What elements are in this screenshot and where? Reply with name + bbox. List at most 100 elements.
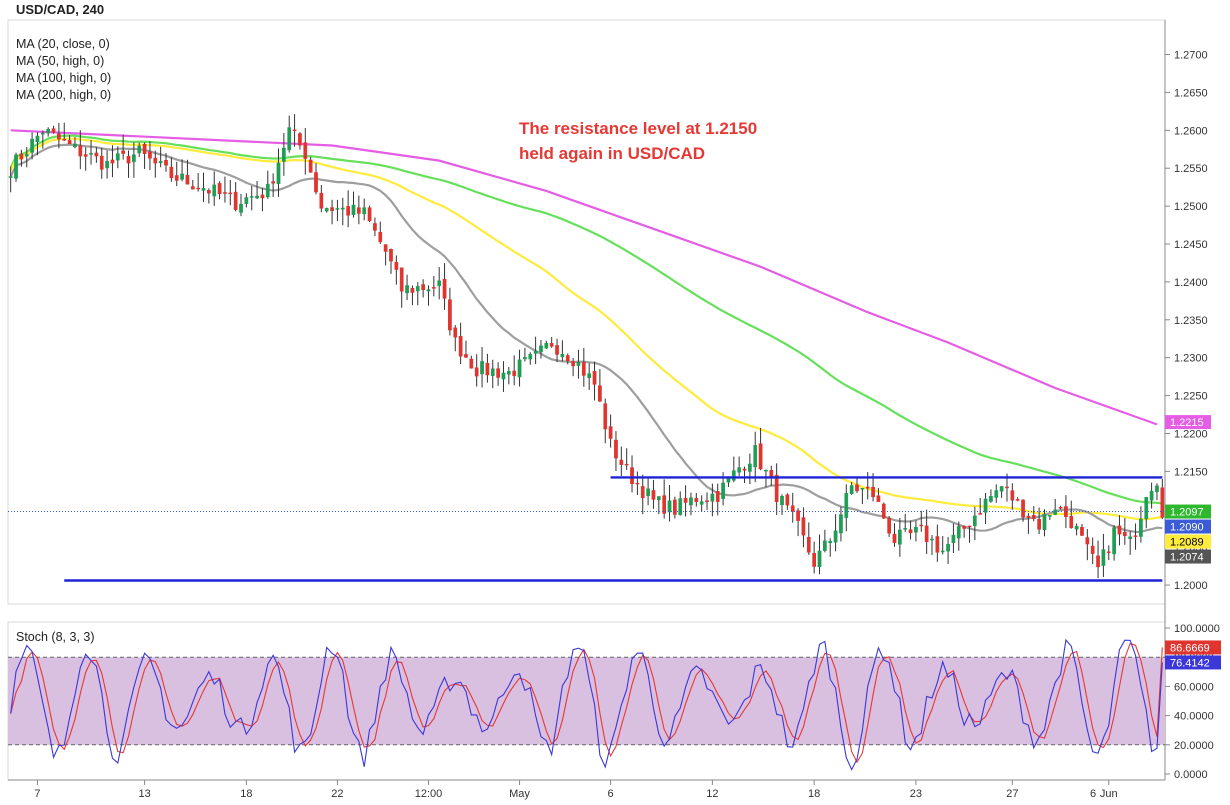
candle — [474, 367, 479, 377]
x-tick-label: 22 — [331, 788, 343, 800]
candle — [1133, 535, 1138, 537]
candle — [592, 370, 597, 385]
price-label: 1.2097 — [1170, 507, 1204, 519]
candle — [249, 196, 254, 198]
candle — [972, 515, 977, 527]
candle — [308, 159, 313, 173]
candle — [164, 159, 168, 166]
candle — [774, 474, 779, 503]
candle — [673, 499, 677, 515]
price-label: 1.2215 — [1170, 417, 1204, 429]
candle — [410, 288, 415, 293]
candle — [1155, 485, 1159, 493]
price-label: 1.2089 — [1170, 537, 1204, 549]
candle — [94, 152, 99, 157]
stoch-label-bg — [1165, 655, 1221, 670]
candle — [137, 145, 142, 154]
candle — [132, 154, 136, 163]
candle — [83, 154, 88, 157]
candle — [260, 194, 265, 199]
candle — [190, 186, 195, 190]
candle — [785, 494, 790, 506]
candle — [1005, 486, 1009, 489]
candle — [839, 514, 843, 534]
candle — [405, 285, 409, 294]
candle — [796, 510, 800, 521]
candle — [539, 345, 543, 353]
x-tick-label: 12:00 — [415, 788, 443, 800]
candle — [555, 345, 559, 355]
candle — [817, 550, 822, 567]
candle — [1122, 531, 1127, 537]
candle — [646, 488, 650, 496]
candle — [823, 540, 827, 551]
candle — [667, 500, 672, 513]
stoch-legend: Stoch (8, 3, 3) — [16, 630, 95, 644]
candle — [801, 517, 806, 536]
candle — [1106, 551, 1111, 553]
candle — [1058, 506, 1063, 509]
candle — [389, 249, 393, 262]
price-label-bg — [1165, 415, 1211, 430]
ma-100-line — [9, 134, 1163, 505]
candle — [255, 195, 259, 199]
candle — [1160, 487, 1165, 518]
x-tick-label: May — [509, 788, 530, 800]
candle — [517, 359, 522, 378]
candle — [512, 370, 517, 377]
candle — [437, 280, 442, 287]
candle — [951, 534, 956, 544]
y-tick-label: 1.2600 — [1174, 125, 1208, 137]
x-tick-label: 13 — [138, 788, 150, 800]
candle — [849, 485, 854, 494]
candle — [1021, 499, 1025, 518]
ma-20-legend: MA (20, close, 0) — [16, 37, 110, 51]
candle — [324, 208, 329, 212]
candle — [748, 463, 752, 472]
candle — [833, 530, 838, 543]
candle — [426, 289, 431, 292]
x-tick-label: 27 — [1006, 788, 1018, 800]
candle — [506, 371, 511, 375]
candle — [576, 362, 581, 366]
candle — [892, 533, 897, 543]
candle — [1080, 526, 1084, 536]
candle — [148, 151, 152, 159]
chart-title: USD/CAD, 240 — [16, 2, 105, 17]
candle — [399, 267, 404, 292]
candle — [490, 368, 495, 376]
candle — [169, 166, 174, 179]
candle — [1031, 515, 1036, 519]
candle — [19, 153, 24, 160]
candle — [415, 286, 420, 292]
candle — [598, 385, 602, 402]
y-tick-label: 1.2250 — [1174, 391, 1208, 403]
candle — [523, 357, 527, 360]
candle — [630, 467, 634, 485]
candle — [764, 469, 768, 472]
candle — [999, 486, 1004, 492]
candle — [731, 470, 736, 481]
y-tick-label: 1.2700 — [1174, 50, 1208, 62]
candle — [994, 490, 999, 498]
ma-200-legend: MA (200, high, 0) — [16, 88, 112, 102]
y-tick-label: 1.2300 — [1174, 353, 1208, 365]
candle — [1112, 527, 1116, 555]
candle — [46, 129, 51, 134]
candle — [710, 493, 715, 502]
candle — [496, 368, 500, 378]
candle — [1037, 518, 1041, 530]
candle — [142, 143, 147, 154]
y-tick-label: 1.2400 — [1174, 277, 1208, 289]
candle — [153, 157, 158, 164]
candle — [790, 505, 795, 512]
candle — [1128, 536, 1133, 540]
candle — [656, 496, 661, 501]
candle — [533, 351, 538, 354]
candle — [185, 174, 190, 185]
candle — [780, 495, 784, 506]
stoch-band — [8, 657, 1165, 745]
candle — [619, 459, 624, 465]
candle — [292, 129, 297, 132]
